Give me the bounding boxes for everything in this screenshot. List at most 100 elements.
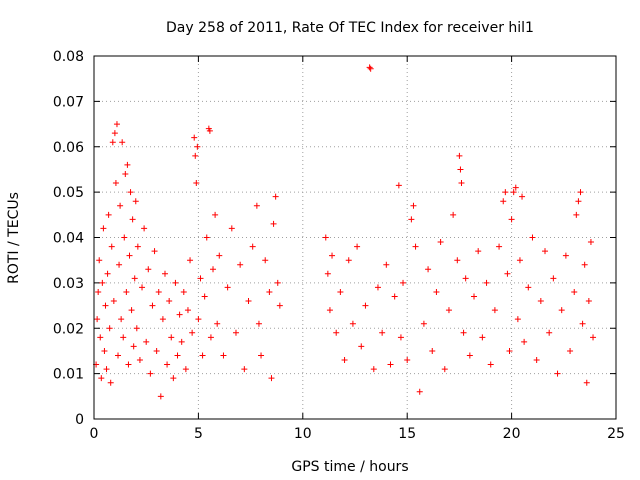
data-point — [145, 266, 152, 273]
data-point — [466, 352, 473, 359]
data-point — [575, 198, 582, 205]
data-point — [98, 375, 105, 382]
data-point — [519, 193, 526, 200]
data-point — [129, 216, 136, 223]
data-point — [550, 275, 557, 282]
data-point — [542, 248, 549, 255]
data-point — [521, 338, 528, 345]
data-point — [395, 182, 402, 189]
data-point — [270, 220, 277, 227]
chart-title: Day 258 of 2011, Rate Of TEC Index for r… — [166, 20, 534, 36]
data-point — [124, 161, 131, 168]
data-point — [514, 316, 521, 323]
data-point — [94, 316, 101, 323]
data-point — [272, 193, 279, 200]
data-point — [111, 130, 118, 137]
data-point — [237, 261, 244, 268]
data-point — [508, 216, 515, 223]
data-point — [97, 334, 104, 341]
data-point — [187, 257, 194, 264]
y-tick-label: 0.04 — [53, 231, 84, 247]
data-point — [262, 257, 269, 264]
data-point — [172, 279, 179, 286]
data-point — [102, 302, 109, 309]
data-point — [206, 127, 213, 134]
data-point — [457, 166, 464, 173]
x-tick-label: 20 — [503, 426, 521, 442]
data-point — [105, 211, 112, 218]
data-point — [253, 202, 260, 209]
data-point — [203, 234, 210, 241]
y-tick-label: 0.05 — [53, 185, 84, 201]
data-point — [139, 284, 146, 291]
data-point — [100, 225, 107, 232]
data-point — [577, 189, 584, 196]
data-point — [184, 307, 191, 314]
plot-frame — [93, 55, 617, 420]
data-point — [510, 189, 517, 196]
data-point — [367, 65, 374, 72]
x-axis-label: GPS time / hours — [291, 459, 408, 475]
data-point — [95, 288, 102, 295]
data-point — [212, 211, 219, 218]
data-point — [391, 293, 398, 300]
data-point — [349, 320, 356, 327]
data-point — [220, 352, 227, 359]
data-point — [96, 257, 103, 264]
data-point — [157, 393, 164, 400]
data-point — [366, 64, 373, 71]
data-point — [437, 239, 444, 246]
data-point — [354, 243, 361, 250]
data-point — [255, 320, 262, 327]
data-point — [168, 334, 175, 341]
data-point — [176, 311, 183, 318]
data-point — [450, 211, 457, 218]
data-point — [587, 239, 594, 246]
data-point — [192, 152, 199, 159]
data-point — [258, 352, 265, 359]
data-point — [120, 334, 127, 341]
x-tick-label: 25 — [607, 426, 625, 442]
x-tick-label: 5 — [194, 426, 203, 442]
y-tick-label: 0.06 — [53, 140, 84, 156]
data-point — [101, 347, 108, 354]
data-point — [166, 298, 173, 305]
data-point — [116, 261, 123, 268]
data-point — [341, 357, 348, 364]
data-point — [525, 284, 532, 291]
data-point — [115, 352, 122, 359]
data-point — [132, 198, 139, 205]
data-point — [241, 366, 248, 373]
data-point — [326, 307, 333, 314]
data-point — [458, 180, 465, 187]
y-axis-label: ROTI / TECUs — [6, 192, 22, 284]
data-point — [131, 275, 138, 282]
data-point — [109, 139, 116, 146]
data-point — [191, 134, 198, 141]
data-point — [383, 261, 390, 268]
data-point — [506, 347, 513, 354]
data-point — [232, 329, 239, 336]
x-tick-label: 15 — [398, 426, 416, 442]
data-point — [127, 189, 134, 196]
data-point — [454, 257, 461, 264]
data-point — [329, 252, 336, 259]
data-point — [112, 180, 119, 187]
x-tick-label: 10 — [294, 426, 312, 442]
data-point — [103, 366, 110, 373]
data-point — [358, 343, 365, 350]
data-point — [123, 288, 130, 295]
data-point — [345, 257, 352, 264]
data-point — [410, 202, 417, 209]
data-point — [573, 211, 580, 218]
data-points — [93, 64, 597, 400]
data-point — [554, 370, 561, 377]
data-point — [583, 379, 590, 386]
data-point — [387, 361, 394, 368]
data-point — [533, 357, 540, 364]
data-point — [125, 361, 132, 368]
data-point — [504, 270, 511, 277]
data-point — [118, 316, 125, 323]
data-point — [207, 334, 214, 341]
data-point — [502, 189, 509, 196]
